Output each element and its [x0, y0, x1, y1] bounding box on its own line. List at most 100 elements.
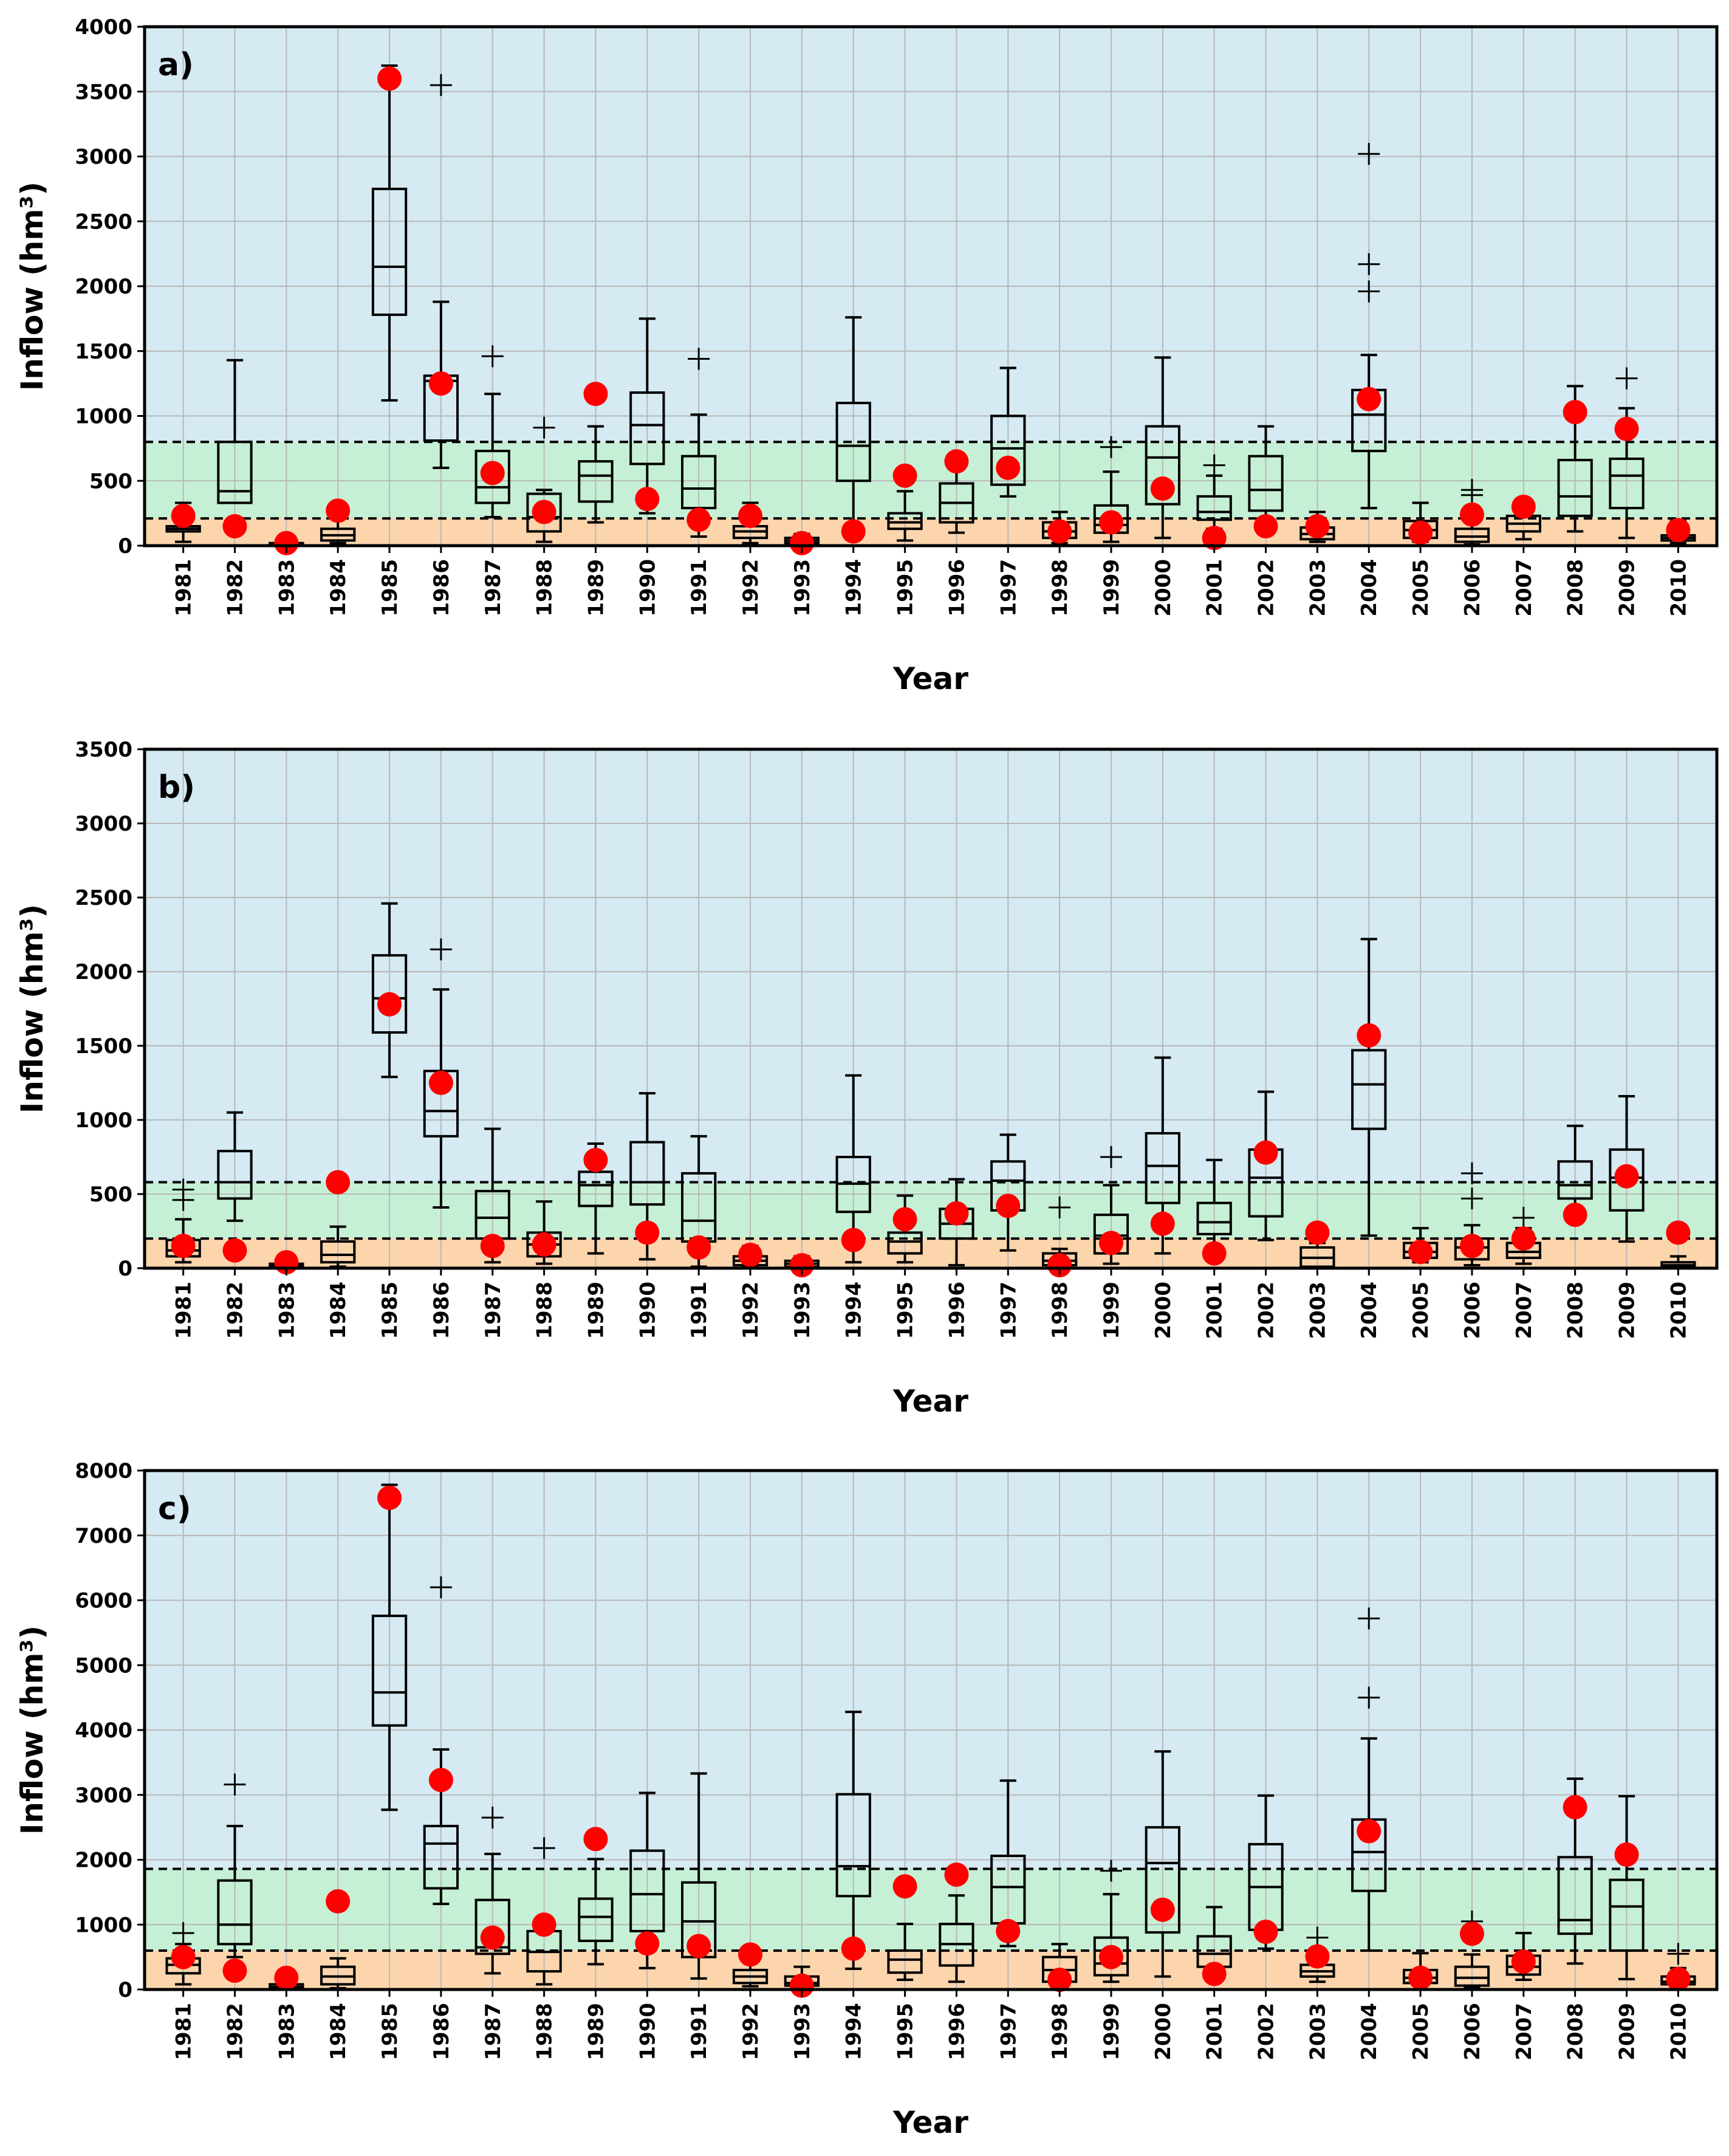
box-iqr [423, 1824, 459, 1890]
observed-point-1986 [428, 1768, 453, 1793]
x-tick-label: 2010 [1666, 2003, 1691, 2061]
outlier-marker [1100, 1859, 1122, 1882]
x-tick-label: 1995 [894, 2003, 918, 2061]
high-flow-band [145, 27, 1717, 442]
box-iqr [474, 1898, 510, 1955]
x-tick-label: 1993 [790, 1282, 815, 1339]
y-tick-label: 2000 [75, 960, 132, 984]
x-tick-label: 1984 [326, 1282, 351, 1339]
observed-point-2007 [1511, 494, 1536, 519]
boxplot-2000 [1145, 356, 1180, 540]
x-tick-label: 1996 [945, 559, 969, 617]
x-tick-label: 1994 [842, 2003, 866, 2061]
observed-point-1984 [326, 1170, 351, 1195]
x-tick-label: 1981 [172, 559, 196, 617]
normal-flow-band [145, 442, 1717, 519]
x-tick-label: 2001 [1203, 1282, 1227, 1339]
observed-point-1997 [996, 1918, 1021, 1943]
observed-point-1998 [1047, 1253, 1072, 1278]
observed-point-1984 [326, 498, 351, 523]
observed-point-2004 [1357, 1023, 1381, 1048]
x-tick-label: 1982 [223, 1282, 247, 1339]
x-tick-label: 2006 [1460, 559, 1485, 617]
observed-point-2004 [1357, 386, 1381, 411]
boxplot-1996 [939, 1894, 974, 1983]
box-iqr [474, 450, 510, 504]
observed-point-1986 [428, 1071, 453, 1095]
observed-point-1999 [1098, 510, 1123, 535]
y-tick-label: 3000 [75, 1784, 132, 1808]
x-tick-label: 1986 [430, 559, 454, 617]
x-tick-label: 1997 [996, 1282, 1021, 1339]
high-flow-band [145, 749, 1717, 1183]
observed-point-2005 [1408, 1965, 1433, 1990]
boxplot-2006 [1454, 1910, 1490, 1988]
x-tick-label: 1989 [584, 2003, 608, 2061]
observed-point-2000 [1150, 1211, 1175, 1236]
x-tick-label: 1997 [996, 559, 1021, 617]
observed-point-2003 [1305, 513, 1330, 538]
boxplot-1995 [887, 490, 923, 542]
box-iqr [1557, 1856, 1593, 1935]
outlier-marker [1460, 1162, 1483, 1184]
observed-point-1996 [944, 1201, 969, 1226]
y-tick-label: 1000 [75, 1108, 132, 1133]
box-iqr [1557, 459, 1593, 517]
box-iqr [990, 414, 1026, 486]
observed-point-2000 [1150, 476, 1175, 501]
x-tick-label: 1986 [430, 2003, 454, 2061]
observed-point-1992 [738, 1243, 763, 1268]
box-iqr [1145, 1826, 1180, 1934]
low-flow-band [145, 1950, 1717, 1989]
observed-point-2009 [1614, 1842, 1639, 1867]
outlier-marker [1460, 479, 1483, 501]
x-tick-label: 2004 [1357, 559, 1381, 617]
x-tick-label: 1986 [430, 1282, 454, 1339]
chart-panel-a: 0 500 1000 1500 2000 2500 3000 3500 4000 1981 1982… [15, 15, 1719, 696]
x-tick-label: 2000 [1151, 1282, 1176, 1339]
observed-point-1999 [1098, 1231, 1123, 1255]
observed-point-2010 [1666, 518, 1691, 543]
x-tick-label: 1984 [326, 2003, 351, 2061]
observed-point-2009 [1614, 1164, 1639, 1189]
observed-point-2002 [1253, 1919, 1278, 1944]
x-tick-label: 2004 [1357, 1282, 1381, 1339]
x-tick-label: 1985 [378, 2003, 402, 2061]
observed-point-1995 [892, 463, 917, 488]
outlier-marker [1358, 253, 1380, 275]
x-tick-label: 1990 [635, 1282, 660, 1339]
observed-point-1994 [841, 1936, 866, 1961]
box-iqr [887, 1231, 923, 1255]
boxplot-1982 [217, 1111, 253, 1222]
x-tick-label: 2002 [1255, 1282, 1279, 1339]
box-iqr [1609, 1148, 1645, 1212]
observed-point-2001 [1202, 1241, 1227, 1266]
x-tick-label: 1999 [1100, 559, 1124, 617]
x-tick-label: 1988 [533, 1282, 557, 1339]
y-tick-label: 7000 [75, 1524, 132, 1548]
y-tick-label: 0 [118, 534, 132, 558]
observed-point-2003 [1305, 1220, 1330, 1245]
x-tick-label: 1988 [533, 559, 557, 617]
observed-point-1982 [222, 1959, 247, 1983]
high-flow-band [145, 1471, 1717, 1869]
boxplot-2008 [1557, 385, 1593, 533]
boxplot-1994 [835, 1711, 871, 1970]
box-iqr [217, 1879, 253, 1946]
x-tick-label: 1991 [687, 1282, 711, 1339]
outlier-marker [1667, 1943, 1690, 1965]
outlier-marker [1100, 1146, 1122, 1168]
x-tick-label: 1994 [842, 1282, 866, 1339]
outlier-marker [430, 938, 452, 961]
observed-point-1993 [789, 530, 814, 555]
x-tick-label: 2007 [1512, 2003, 1536, 2061]
box-iqr [1609, 457, 1645, 510]
observed-point-1982 [222, 1238, 247, 1263]
observed-point-1981 [171, 1234, 196, 1258]
observed-point-1999 [1098, 1945, 1123, 1969]
x-tick-label: 2001 [1203, 559, 1227, 617]
x-tick-label: 2000 [1151, 2003, 1176, 2061]
observed-point-1983 [274, 530, 299, 555]
x-tick-label: 1987 [481, 559, 505, 617]
